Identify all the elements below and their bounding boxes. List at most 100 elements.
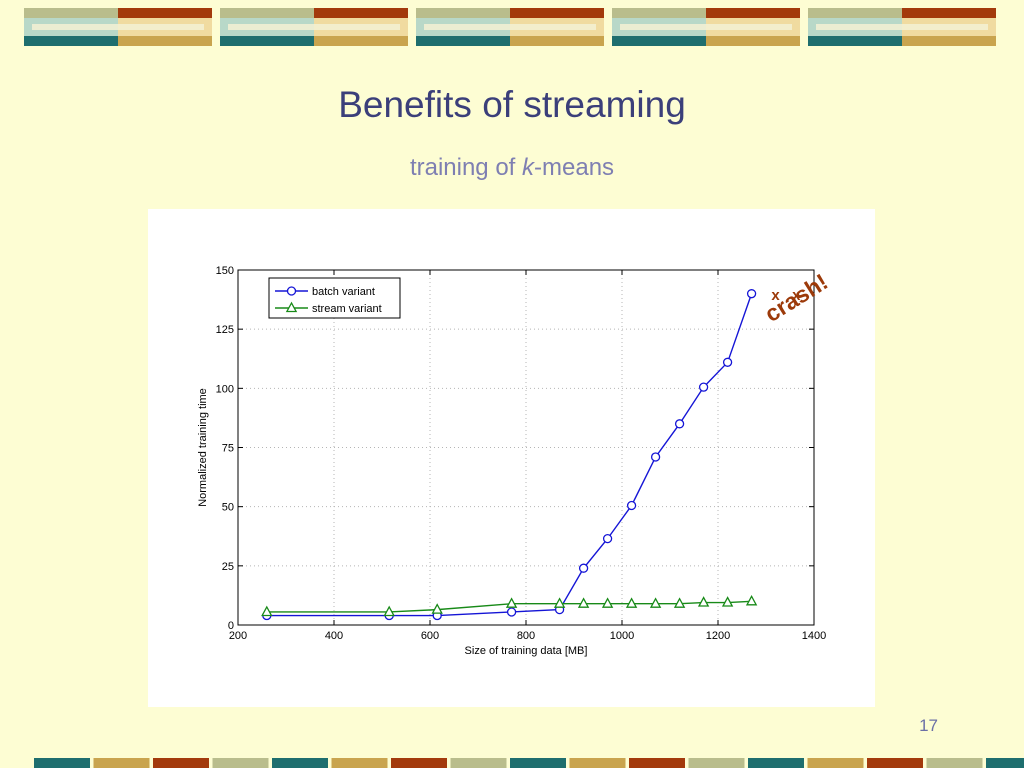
legend: batch variant stream variant [268,277,401,319]
x-tick-label: 200 [229,630,247,642]
x-axis-label: Size of training data [MB] [465,645,588,657]
banner-piece [34,758,90,768]
banner-block [612,8,800,46]
top-decorative-banner [24,8,996,46]
x-tick-label: 1000 [610,630,634,642]
banner-piece [314,8,408,18]
banner-piece [220,36,314,46]
data-point [625,597,638,608]
banner-piece [748,758,804,768]
banner-piece [391,758,447,768]
banner-piece [331,758,388,768]
banner-piece [706,36,800,46]
data-point [601,597,614,608]
banner-piece [510,8,604,18]
series-line [266,293,753,617]
subtitle-prefix: training of [409,154,523,181]
banner-piece [314,36,408,46]
y-tick-label: 100 [216,383,234,395]
data-point [602,533,613,544]
banner-piece [612,8,706,18]
banner-piece [807,758,864,768]
data-point [553,597,566,608]
x-tick-label: 800 [517,630,535,642]
legend-label: stream variant [312,303,382,315]
banner-piece [24,8,118,18]
data-point [697,596,710,607]
line-chart: 200 400 600 800 1000 1200 1400 0 25 50 75 100 125 150… [197,265,826,657]
banner-piece [902,8,996,18]
x-tick-label: 600 [421,630,439,642]
y-axis-label: Normalized training time [197,388,209,507]
data-point [577,597,590,608]
bottom-decorative-banner [34,758,1024,768]
page-number: 17 [919,716,938,735]
series-triangle [261,594,758,617]
banner-piece [416,8,510,18]
data-point [383,605,395,617]
data-point [650,452,661,462]
data-point [261,605,273,617]
banner-piece [272,758,328,768]
y-tick-label: 75 [222,443,234,455]
banner-piece [620,24,792,30]
banner-piece [424,24,596,30]
banner-piece [706,8,800,18]
data-point [506,607,517,617]
banner-piece [808,36,902,46]
data-point [746,289,757,299]
data-point [674,419,685,429]
crash-mark: x [792,287,801,304]
banner-piece [986,758,1024,768]
banner-piece [212,758,269,768]
banner-piece [808,8,902,18]
data-point [721,596,734,607]
subtitle-suffix: -means [534,154,615,181]
y-tick-label: 125 [216,324,234,336]
x-tick-label: 1200 [706,630,730,642]
x-tick-label: 400 [325,630,343,642]
chart-panel: 200 400 600 800 1000 1200 1400 0 25 50 75 100 125 150… [148,209,875,707]
banner-piece [228,24,400,30]
data-point [626,500,637,511]
data-point [745,594,758,606]
slide-title: Benefits of streaming [338,84,686,125]
banner-piece [629,758,685,768]
banner-piece [867,758,923,768]
crash-mark: x [771,287,780,304]
y-tick-label: 150 [216,265,234,277]
legend-box [268,277,401,319]
legend-marker [285,301,298,313]
slide-subtitle: training of k-means [0,154,1024,182]
data-point [698,382,709,392]
banner-block [808,8,996,46]
data-point [649,597,662,608]
banner-block [220,8,408,46]
banner-piece [24,36,118,46]
banner-piece [612,36,706,46]
banner-piece [32,24,204,30]
banner-piece [450,758,507,768]
banner-piece [220,8,314,18]
banner-piece [118,8,212,18]
subtitle-variable: k [522,154,535,181]
series-circle [262,289,757,621]
banner-piece [926,758,983,768]
banner-piece [118,36,212,46]
banner-block [416,8,604,46]
data-point [673,597,686,608]
banner-piece [510,758,566,768]
data-point [505,597,518,608]
banner-piece [93,758,150,768]
legend-marker [286,286,297,296]
banner-piece [153,758,209,768]
banner-piece [416,36,510,46]
banner-piece [688,758,745,768]
banner-piece [816,24,988,30]
data-point [722,357,733,367]
data-point [431,603,443,614]
y-tick-label: 25 [222,561,234,573]
y-tick-label: 0 [228,620,234,632]
banner-piece [569,758,626,768]
banner-piece [902,36,996,46]
